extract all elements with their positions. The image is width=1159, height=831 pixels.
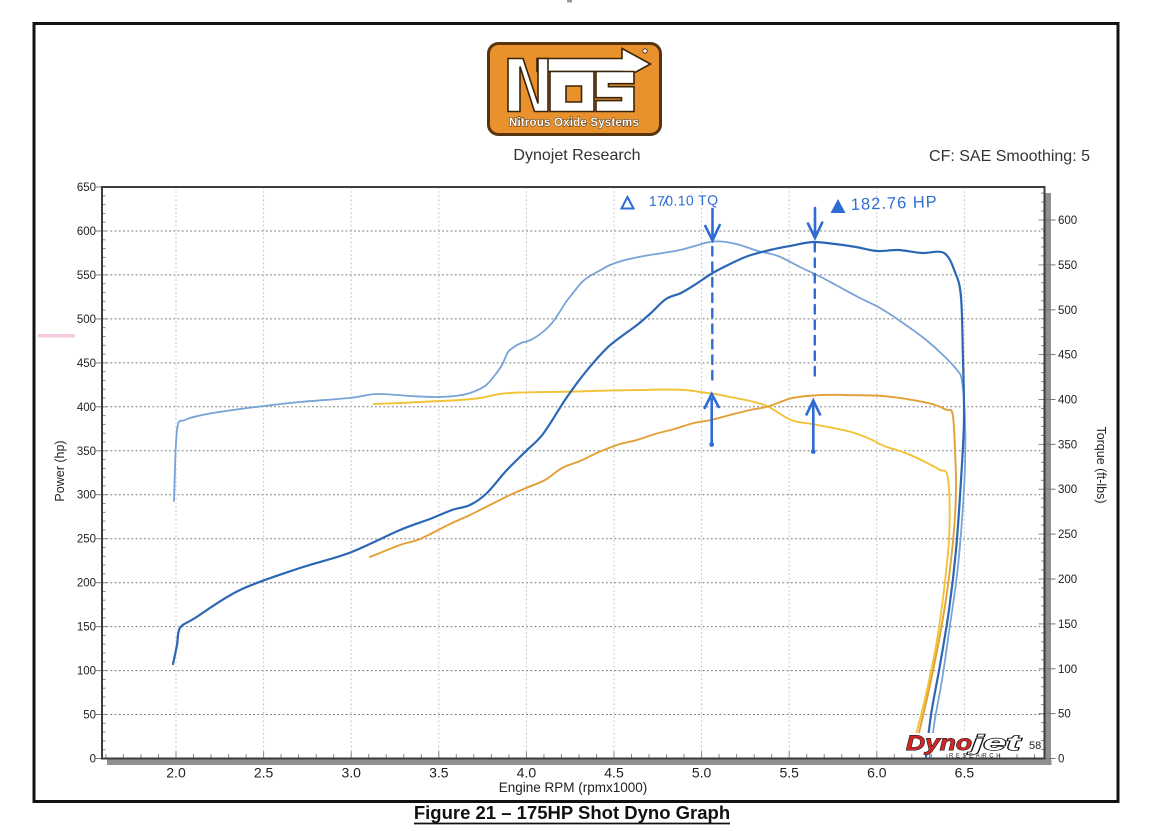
- svg-text:6.5: 6.5: [955, 765, 975, 781]
- svg-text:2.0: 2.0: [166, 765, 186, 781]
- svg-text:400: 400: [1058, 395, 1077, 407]
- svg-text:300: 300: [1058, 484, 1077, 496]
- svg-text:350: 350: [77, 446, 96, 458]
- svg-text:50: 50: [83, 710, 96, 722]
- svg-text:5.0: 5.0: [692, 765, 712, 781]
- svg-text:300: 300: [77, 490, 96, 502]
- svg-text:182.76 HP: 182.76 HP: [851, 193, 939, 214]
- svg-text:RESEARCH: RESEARCH: [949, 754, 1003, 760]
- svg-text:3.5: 3.5: [429, 765, 449, 781]
- svg-text:450: 450: [77, 358, 96, 370]
- svg-text:150: 150: [1058, 619, 1077, 631]
- svg-text:100: 100: [77, 666, 96, 678]
- svg-text:400: 400: [77, 402, 96, 414]
- svg-text:6.0: 6.0: [867, 765, 887, 781]
- svg-text:350: 350: [1058, 439, 1077, 451]
- svg-text:Figure 21 – 175HP Shot Dyno Gr: Figure 21 – 175HP Shot Dyno Graph: [414, 802, 730, 823]
- svg-text:Dynojet Research: Dynojet Research: [513, 147, 640, 164]
- svg-text:5.5: 5.5: [779, 765, 799, 781]
- svg-text:jet: jet: [966, 732, 1022, 755]
- svg-text:58: 58: [1029, 740, 1041, 752]
- svg-text:4.0: 4.0: [517, 765, 537, 781]
- svg-text:450: 450: [1058, 350, 1077, 362]
- svg-text:250: 250: [1058, 529, 1077, 541]
- svg-text:200: 200: [1058, 574, 1077, 586]
- svg-text:250: 250: [77, 534, 96, 546]
- svg-text:550: 550: [1058, 260, 1077, 272]
- svg-text:Dyno: Dyno: [906, 732, 972, 755]
- svg-text:100: 100: [1058, 664, 1077, 676]
- svg-text:Torque (ft-lbs): Torque (ft-lbs): [1094, 426, 1108, 503]
- svg-text:600: 600: [1058, 215, 1077, 227]
- svg-text:500: 500: [1058, 305, 1077, 317]
- svg-text:3.0: 3.0: [341, 765, 361, 781]
- svg-text:0: 0: [90, 754, 96, 766]
- svg-text:550: 550: [77, 270, 96, 282]
- svg-text:Power (hp): Power (hp): [53, 440, 67, 501]
- svg-text:50: 50: [1058, 709, 1071, 721]
- svg-text:150: 150: [77, 622, 96, 634]
- svg-text:500: 500: [77, 314, 96, 326]
- svg-text:CF: SAE Smoothing: 5: CF: SAE Smoothing: 5: [929, 148, 1090, 165]
- svg-text:4.5: 4.5: [604, 765, 624, 781]
- svg-text:170.10 TQ: 170.10 TQ: [649, 192, 719, 209]
- svg-text:600: 600: [77, 226, 96, 238]
- svg-text:0: 0: [1058, 754, 1064, 766]
- svg-text:2.5: 2.5: [254, 765, 274, 781]
- svg-text:200: 200: [77, 578, 96, 590]
- svg-text:650: 650: [77, 182, 96, 194]
- svg-text:Nitrous Oxide Systems: Nitrous Oxide Systems: [509, 117, 639, 129]
- svg-text:Engine RPM (rpmx1000): Engine RPM (rpmx1000): [499, 780, 648, 795]
